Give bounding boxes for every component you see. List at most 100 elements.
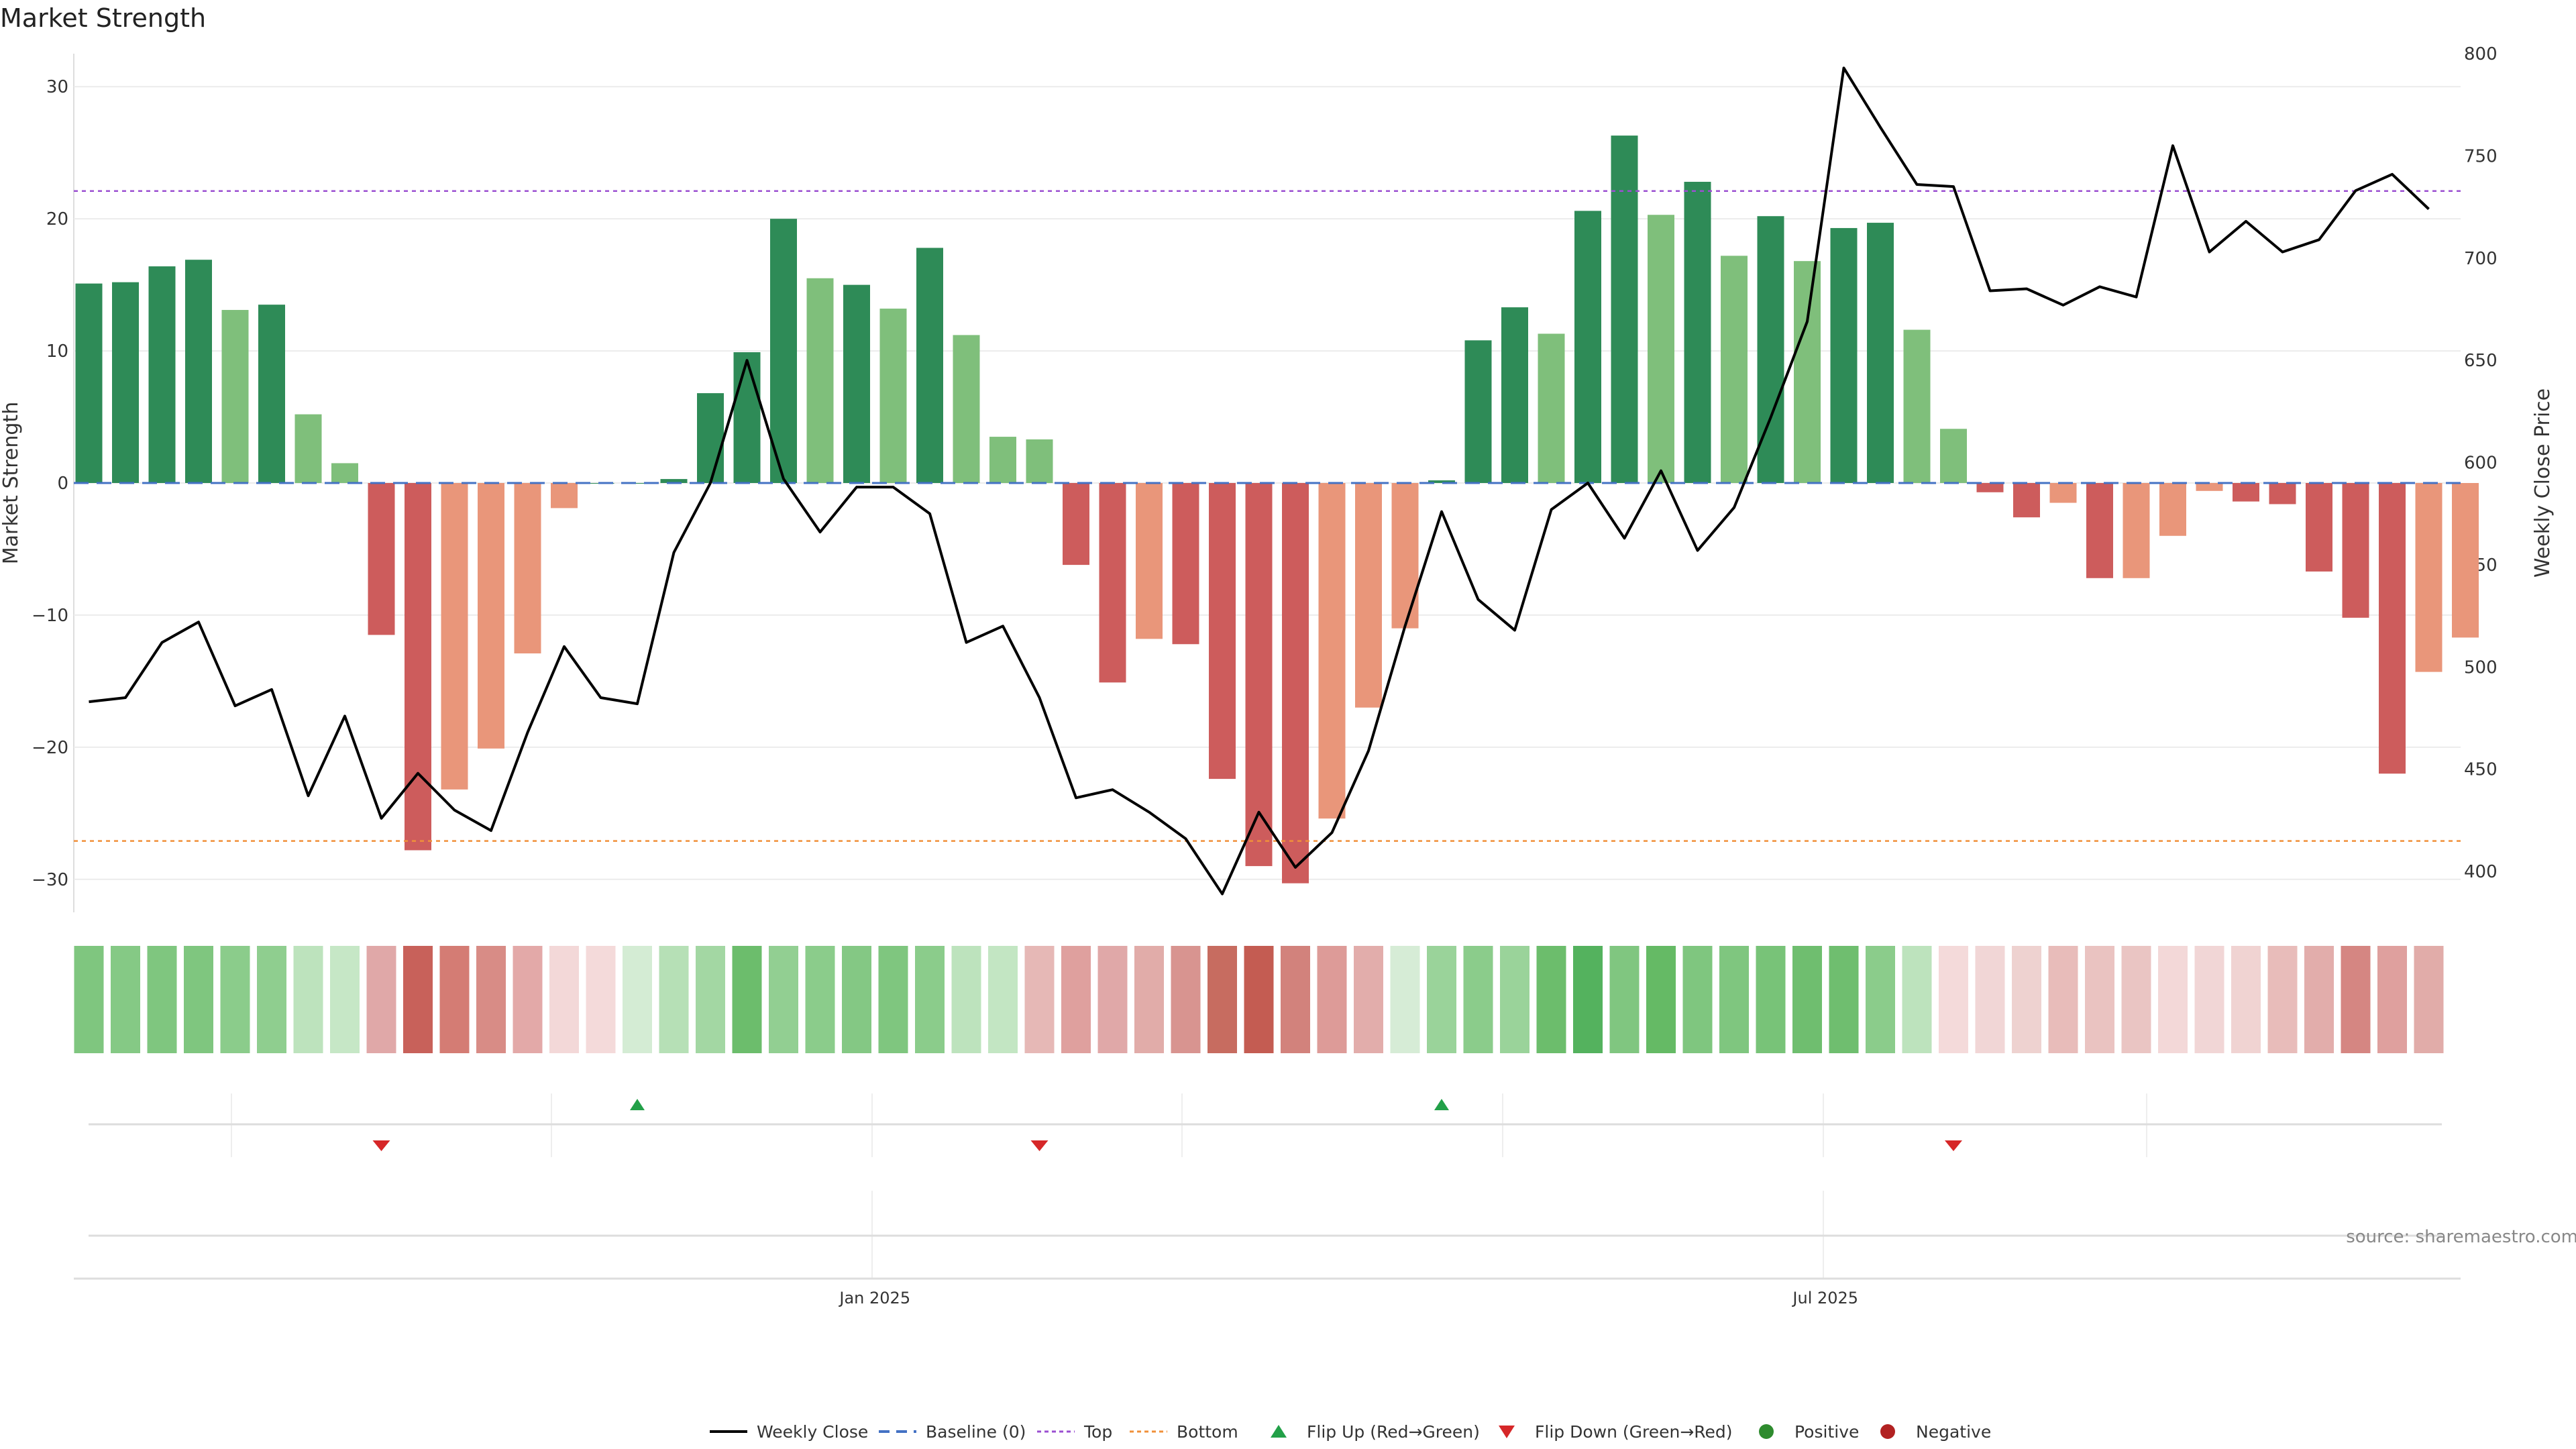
- strength-bar: [1684, 182, 1711, 483]
- strength-bar: [2123, 483, 2150, 578]
- strength-bar: [1282, 483, 1309, 883]
- strength-bar: [258, 305, 285, 483]
- legend-label: Flip Up (Red→Green): [1307, 1422, 1480, 1442]
- strength-bar: [916, 248, 943, 483]
- legend-swatch-circle: [1759, 1424, 1774, 1439]
- heat-cell: [439, 946, 470, 1053]
- right-tick-label: 800: [2464, 44, 2498, 64]
- heat-cell: [2012, 946, 2041, 1053]
- heat-cell: [1281, 946, 1310, 1053]
- strength-bar: [1464, 340, 1492, 483]
- heat-cell: [2048, 946, 2078, 1053]
- heat-cell: [111, 946, 140, 1053]
- legend-label: Positive: [1794, 1422, 1859, 1442]
- strength-bar: [1428, 480, 1455, 483]
- heat-cell: [1390, 946, 1420, 1053]
- heat-cell: [1024, 946, 1055, 1053]
- strength-bar: [514, 483, 541, 654]
- legend-label: Weekly Close: [757, 1422, 868, 1442]
- heat-cell: [476, 946, 506, 1053]
- heat-cell: [915, 946, 945, 1053]
- heat-cell: [74, 946, 104, 1053]
- strength-bar: [1574, 211, 1601, 483]
- strength-bar: [1063, 483, 1089, 566]
- heat-cell: [1719, 946, 1749, 1053]
- x-tick-label: Jan 2025: [838, 1289, 910, 1307]
- right-tick-label: 750: [2464, 146, 2498, 166]
- heat-cell: [1536, 946, 1566, 1053]
- strength-bar: [1099, 483, 1126, 683]
- heat-cell: [2231, 946, 2261, 1053]
- heat-cell: [1061, 946, 1091, 1053]
- heat-cell: [2414, 946, 2444, 1053]
- strength-bar: [185, 260, 212, 483]
- strength-bar: [1976, 483, 2004, 492]
- heat-cell: [293, 946, 323, 1053]
- right-tick-label: 400: [2464, 862, 2498, 882]
- heat-cell: [1682, 946, 1713, 1053]
- legend-swatch-flip-down: [1499, 1426, 1515, 1438]
- strength-bar: [1940, 429, 1967, 483]
- strength-bar: [221, 310, 249, 483]
- strength-bar: [2306, 483, 2332, 572]
- heat-cell: [2158, 946, 2188, 1053]
- heat-cell: [220, 946, 250, 1053]
- heat-cell: [1792, 946, 1822, 1053]
- legend-label: Baseline (0): [926, 1422, 1026, 1442]
- heat-cell: [696, 946, 725, 1053]
- flip-down-marker: [372, 1140, 390, 1151]
- right-tick-label: 450: [2464, 760, 2498, 780]
- strength-bar: [1648, 215, 1674, 483]
- left-axis-label: Market Strength: [0, 402, 23, 564]
- strength-bar: [1903, 329, 1931, 483]
- heat-cell: [732, 946, 762, 1053]
- strength-bar: [2013, 483, 2040, 518]
- strength-bar: [1172, 483, 1199, 645]
- strength-bar: [1721, 256, 1748, 483]
- strength-bar: [1611, 136, 1638, 484]
- source-credit: source: sharemaestro.com: [2346, 1227, 2576, 1247]
- strength-bar: [733, 352, 761, 483]
- strength-bar: [1245, 483, 1273, 867]
- strength-bar: [2452, 483, 2479, 638]
- left-tick-label: −20: [32, 738, 68, 758]
- flip-down-marker: [1030, 1140, 1049, 1151]
- flip-down-marker: [1945, 1140, 1962, 1151]
- heat-cell: [988, 946, 1018, 1053]
- legend-item: Positive: [1759, 1422, 1859, 1442]
- left-tick-label: −10: [32, 606, 68, 626]
- heat-cell: [147, 946, 177, 1053]
- legend-item: Bottom: [1130, 1422, 1238, 1442]
- strength-bar: [2233, 483, 2259, 502]
- heat-cell: [2085, 946, 2114, 1053]
- strength-bar: [551, 483, 578, 508]
- heat-cell: [1244, 946, 1274, 1053]
- left-tick-label: 10: [46, 341, 68, 362]
- heat-cell: [1500, 946, 1529, 1053]
- heat-cell: [1208, 946, 1237, 1053]
- heat-cell: [1646, 946, 1676, 1053]
- strength-bar: [2049, 483, 2077, 503]
- strength-bar: [1794, 261, 1821, 483]
- strength-bar: [2196, 483, 2223, 491]
- x-tick-label: Jul 2025: [1791, 1289, 1858, 1307]
- flip-up-marker: [630, 1099, 645, 1110]
- legend-item: Baseline (0): [879, 1422, 1026, 1442]
- legend-label: Bottom: [1177, 1422, 1238, 1442]
- strength-bar: [1026, 439, 1053, 483]
- chart-title: Market Strength: [0, 3, 206, 33]
- heat-cell: [403, 946, 433, 1053]
- legend-item: Weekly Close: [710, 1422, 868, 1442]
- heat-cell: [1134, 946, 1164, 1053]
- strength-bar: [1501, 307, 1528, 483]
- heat-cell: [1975, 946, 2005, 1053]
- strength-bar: [843, 284, 870, 483]
- heat-cell: [184, 946, 213, 1053]
- left-tick-label: 30: [46, 77, 68, 97]
- legend-item: Negative: [1880, 1422, 1991, 1442]
- heat-cell: [623, 946, 652, 1053]
- strength-bar: [2086, 483, 2113, 578]
- heat-cell: [1097, 946, 1128, 1053]
